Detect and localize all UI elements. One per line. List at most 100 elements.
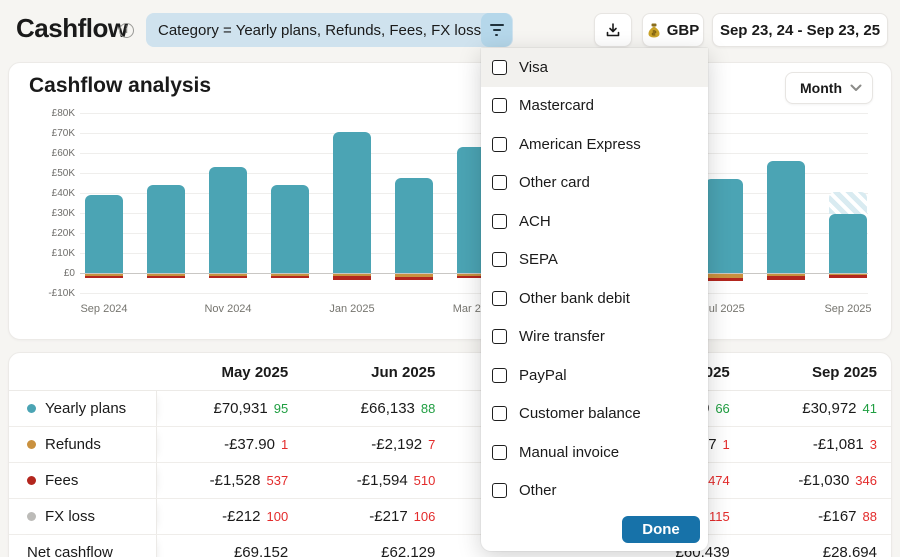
category-filter-chip-label: Category = Yearly plans, Refunds, Fees, … — [158, 21, 482, 39]
row-label: Net cashflow — [9, 535, 157, 557]
info-icon[interactable]: i — [119, 23, 134, 38]
cell-value: -£217 — [369, 508, 408, 525]
dropdown-item-american-express[interactable]: American Express — [481, 125, 708, 164]
cell-count: 1 — [280, 437, 289, 452]
chart-bar[interactable] — [333, 132, 371, 273]
checkbox[interactable] — [492, 213, 507, 229]
table-row: Net cashflow £69,152 £62,129 £60,439 £28,694 — [9, 535, 891, 557]
download-button[interactable] — [594, 13, 632, 47]
chart-bar[interactable] — [705, 179, 743, 273]
chart-bar[interactable] — [209, 167, 247, 273]
dropdown-item-label: SEPA — [519, 251, 558, 269]
done-button[interactable]: Done — [622, 516, 700, 543]
table-cell: -£2,192 7 — [304, 427, 451, 462]
chart-bar-forecast[interactable] — [829, 192, 867, 214]
chart-bar[interactable] — [85, 195, 123, 273]
table-cell: -£167 88 — [746, 499, 893, 534]
row-label-text: Yearly plans — [45, 400, 127, 417]
cell-count: 537 — [266, 473, 289, 488]
cell-value: -£37.90 — [224, 436, 275, 453]
checkbox[interactable] — [492, 252, 507, 268]
dropdown-item-label: Other — [519, 482, 557, 500]
checkbox[interactable] — [492, 98, 507, 114]
dropdown-footer: Done — [481, 510, 708, 551]
dropdown-item-label: Visa — [519, 58, 548, 76]
row-label: Yearly plans — [9, 391, 157, 426]
dropdown-item-ach[interactable]: ACH — [481, 202, 708, 241]
currency-label: GBP — [666, 21, 700, 39]
table-column-header: Sep 2025 — [811, 363, 877, 381]
checkbox[interactable] — [492, 483, 507, 499]
cell-count: 66 — [715, 401, 730, 416]
row-label-text: Refunds — [45, 436, 101, 453]
dropdown-item-label: Mastercard — [519, 97, 595, 115]
download-icon — [606, 23, 620, 37]
dropdown-item-customer-balance[interactable]: Customer balance — [481, 395, 708, 434]
period-selector[interactable]: Month — [785, 72, 873, 104]
checkbox[interactable] — [492, 59, 507, 75]
cell-value: £66,133 — [360, 400, 415, 417]
period-selector-value: Month — [800, 80, 842, 96]
cell-count: 100 — [266, 509, 289, 524]
cell-value: -£1,528 — [209, 472, 261, 489]
chart-bar[interactable] — [147, 185, 185, 273]
dropdown-item-wire-transfer[interactable]: Wire transfer — [481, 318, 708, 357]
cell-value: -£1,030 — [798, 472, 850, 489]
dropdown-item-mastercard[interactable]: Mastercard — [481, 87, 708, 126]
payment-method-filter-dropdown: Visa Mastercard American Express Other card… — [481, 48, 708, 551]
dropdown-item-label: PayPal — [519, 366, 567, 384]
checkbox[interactable] — [492, 329, 507, 345]
checkbox[interactable] — [492, 175, 507, 191]
dropdown-item-visa[interactable]: Visa — [481, 48, 708, 87]
cell-count: 3 — [869, 437, 877, 452]
category-filter-chip[interactable]: Category = Yearly plans, Refunds, Fees, … — [146, 13, 514, 47]
dropdown-item-label: Other card — [519, 174, 590, 192]
page-title: Cashflow — [16, 13, 128, 43]
dropdown-item-other-card[interactable]: Other card — [481, 164, 708, 203]
series-color-dot — [27, 440, 36, 449]
filter-lines-icon — [489, 24, 504, 26]
checkbox[interactable] — [492, 136, 507, 152]
cell-value: £70,931 — [213, 400, 268, 417]
dropdown-item-paypal[interactable]: PayPal — [481, 356, 708, 395]
row-label: FX loss — [9, 499, 157, 534]
date-range-button[interactable]: Sep 23, 24 - Sep 23, 25 — [712, 13, 888, 47]
row-label: Fees — [9, 463, 157, 498]
table-cell: £70,931 95 — [157, 391, 304, 426]
table-column-header: May 2025 — [221, 363, 289, 381]
chart-bar[interactable] — [395, 178, 433, 273]
checkbox[interactable] — [492, 290, 507, 306]
cell-value: -£167 — [818, 508, 857, 525]
cell-count: 95 — [273, 401, 289, 416]
table-cell: £30,972 41 — [746, 391, 893, 426]
table-column-header: Jun 2025 — [371, 363, 436, 381]
chart-bar[interactable] — [829, 214, 867, 273]
table-cell: -£217 106 — [304, 499, 451, 534]
cell-value: -£1,081 — [812, 436, 864, 453]
dropdown-item-sepa[interactable]: SEPA — [481, 241, 708, 280]
dropdown-item-other-bank-debit[interactable]: Other bank debit — [481, 279, 708, 318]
cell-value: -£1,594 — [356, 472, 408, 489]
dropdown-item-label: ACH — [519, 212, 551, 230]
table-cell: -£37.90 1 — [157, 427, 304, 462]
dropdown-item-other[interactable]: Other — [481, 472, 708, 511]
checkbox[interactable] — [492, 406, 507, 422]
currency-button[interactable]: GBP — [642, 13, 704, 47]
cell-count: 41 — [862, 401, 877, 416]
table-cell: -£1,528 537 — [157, 463, 304, 498]
cell-count: 474 — [708, 473, 730, 488]
filter-button[interactable] — [481, 13, 512, 47]
cashflow-analysis-panel: Cashflow analysis Month — [8, 62, 892, 340]
checkbox[interactable] — [492, 444, 507, 460]
chart-title: Cashflow analysis — [29, 74, 212, 97]
checkbox[interactable] — [492, 367, 507, 383]
chart-bar[interactable] — [767, 161, 805, 273]
table-row: Fees-£1,528537-£1,594510-£1,542474-£1,03… — [9, 463, 891, 499]
cell-count: 7 — [428, 437, 436, 452]
row-label-text: Net cashflow — [27, 544, 113, 557]
money-bag-icon — [648, 23, 660, 37]
dropdown-item-manual-invoice[interactable]: Manual invoice — [481, 433, 708, 472]
chart-bar[interactable] — [271, 185, 309, 273]
table-cell: -£1,081 3 — [746, 427, 893, 462]
